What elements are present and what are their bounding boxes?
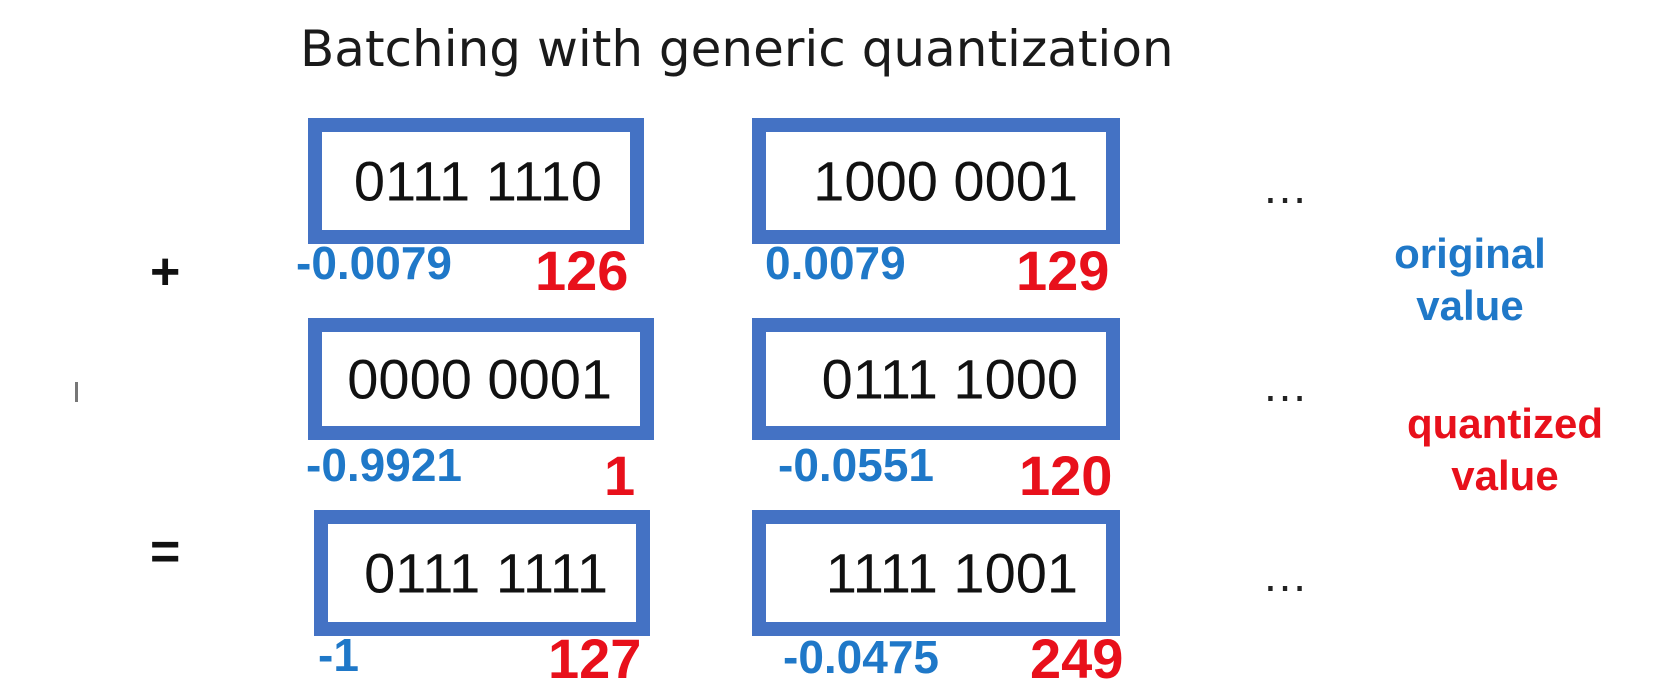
original-value-row3-col1: -1 <box>318 629 359 681</box>
original-value-row3-col2: -0.0475 <box>783 631 940 683</box>
bits-box-row2-col2: 0111 1000 <box>752 318 1120 440</box>
bits-box-row3-col2: 1111 1001 <box>752 510 1120 636</box>
diagram-title: Batching with generic quantization <box>300 20 1174 78</box>
bits-value: 0111 1111 <box>364 541 608 605</box>
legend-quantized-line2: value <box>1451 452 1559 499</box>
original-value-row1-col2: 0.0079 <box>765 237 906 289</box>
bits-value: 0000 0001 <box>347 347 612 411</box>
original-value-row1-col1: -0.0079 <box>296 237 453 289</box>
bits-box-row2-col1: 0000 0001 <box>308 318 654 440</box>
quantized-value-row3-col1: 127 <box>548 627 642 690</box>
quantized-value-row2-col1: 1 <box>604 444 636 507</box>
bits-value: 0111 1110 <box>353 149 602 213</box>
bits-box-row1-col2: 1000 0001 <box>752 118 1120 244</box>
bits-value: 0111 1000 <box>821 347 1078 411</box>
edge-mark <box>75 382 78 402</box>
quantized-value-row1-col2: 129 <box>1016 239 1110 302</box>
quantized-value-row1-col1: 126 <box>535 239 629 302</box>
original-value-row2-col2: -0.0551 <box>778 439 935 491</box>
bits-box-row3-col1: 0111 1111 <box>314 510 650 636</box>
ellipsis-row2: … <box>1262 359 1312 411</box>
legend-original-line1: original <box>1394 230 1546 277</box>
equals-operator: = <box>150 523 181 581</box>
plus-operator: + <box>150 243 181 301</box>
legend-original-line2: value <box>1416 282 1524 329</box>
original-value-row2-col1: -0.9921 <box>306 439 463 491</box>
legend-quantized-line1: quantized <box>1407 400 1603 447</box>
quantized-value-row2-col2: 120 <box>1019 444 1113 507</box>
bits-value: 1111 1001 <box>825 541 1078 605</box>
bits-box-row1-col1: 0111 1110 <box>308 118 644 244</box>
ellipsis-row1: … <box>1262 161 1312 213</box>
legend-quantized-value: quantized value <box>1385 398 1625 502</box>
ellipsis-row3: … <box>1262 549 1312 601</box>
legend-original-value: original value <box>1380 228 1560 332</box>
bits-value: 1000 0001 <box>813 149 1078 213</box>
quantized-value-row3-col2: 249 <box>1030 627 1124 690</box>
